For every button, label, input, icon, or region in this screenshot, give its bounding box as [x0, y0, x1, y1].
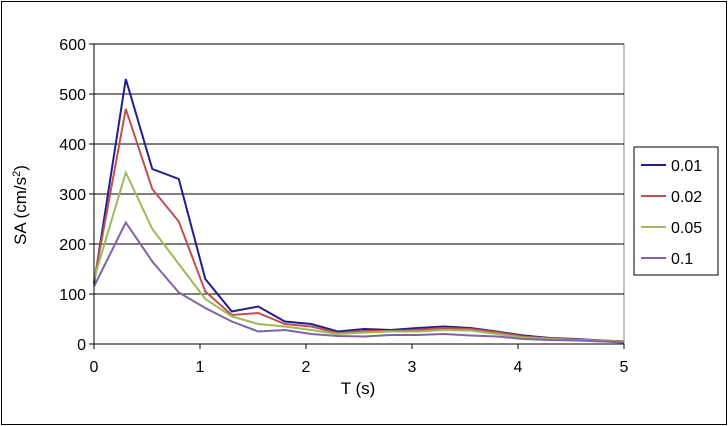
legend-label: 0.1: [671, 251, 693, 268]
legend-box: [633, 146, 719, 276]
y-tick-label: 0: [77, 337, 86, 354]
y-axis-title-tail: ): [11, 165, 30, 171]
y-tick-label: 100: [59, 287, 86, 304]
x-tick-label: 1: [196, 359, 205, 376]
axes: [89, 43, 625, 349]
legend-label: 0.02: [671, 189, 702, 206]
x-tick-label: 5: [620, 359, 629, 376]
legend: 0.01 0.02 0.05 0.1: [633, 146, 719, 276]
x-tick-label: 0: [90, 359, 99, 376]
x-tick-label: 4: [514, 359, 523, 376]
y-tick-labels: 0 100 200 300 400 500 600: [59, 37, 86, 354]
y-tick-label: 200: [59, 237, 86, 254]
x-tick-label: 2: [302, 359, 311, 376]
y-axis-title-main: SA (cm/s: [11, 177, 30, 245]
legend-label: 0.05: [671, 220, 702, 237]
y-axis-title-superscript: 2: [11, 171, 23, 177]
legend-label: 0.01: [671, 158, 702, 175]
x-axis-title: T (s): [341, 379, 376, 398]
y-axis-title: SA (cm/s2): [11, 165, 30, 245]
series-lines: [93, 78, 625, 344]
series-line-0.05: [93, 169, 625, 343]
y-tick-label: 300: [59, 187, 86, 204]
y-tick-label: 600: [59, 37, 86, 54]
y-tick-label: 400: [59, 137, 86, 154]
series-line-0.1: [93, 220, 625, 344]
gridlines: [93, 43, 625, 345]
x-tick-label: 3: [408, 359, 417, 376]
x-tick-labels: 0 1 2 3 4 5: [90, 359, 629, 376]
y-tick-label: 500: [59, 87, 86, 104]
series-line-0.01: [93, 78, 625, 343]
